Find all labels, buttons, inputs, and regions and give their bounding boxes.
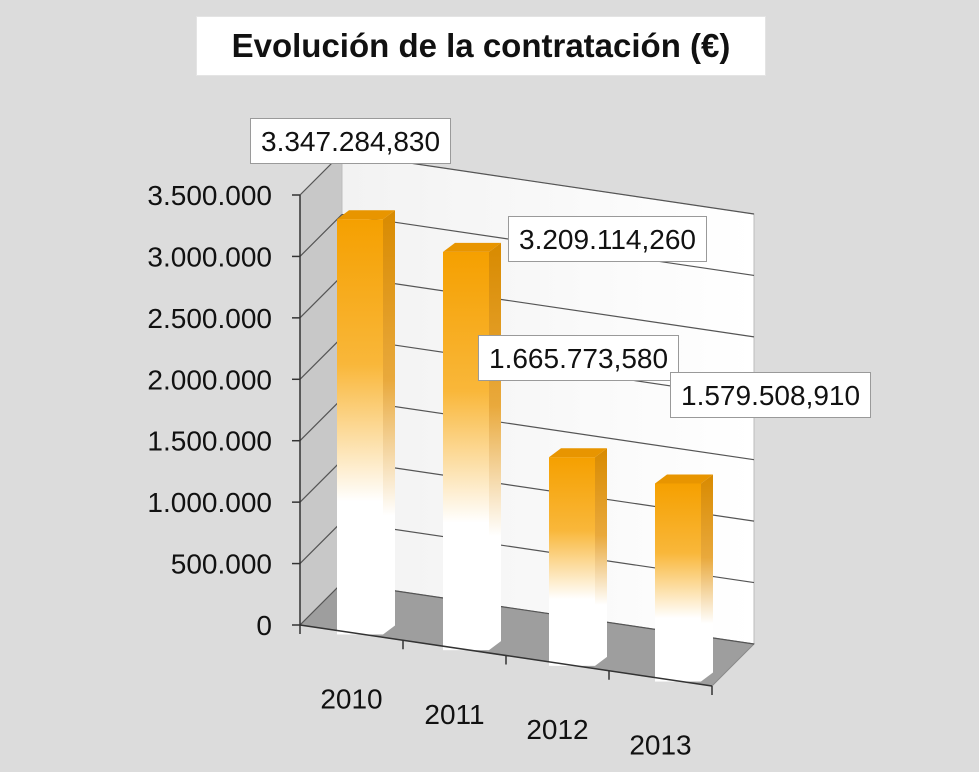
bar-2012	[549, 448, 607, 666]
y-tick-label: 1.500.000	[147, 426, 272, 457]
bar-2010	[337, 210, 395, 635]
bar-2011	[443, 242, 501, 651]
y-axis-ticks: 0 500.000 1.000.000 1.500.000 2.000.000 2.500…	[147, 180, 301, 641]
x-tick-label: 2012	[526, 714, 588, 745]
data-label-2013: 1.579.508,910	[670, 372, 872, 418]
x-tick-label: 2010	[320, 684, 382, 715]
bar-2013	[655, 474, 713, 682]
y-tick-label: 2.500.000	[147, 303, 272, 334]
x-axis-ticks: 2010 2011 2012 2013	[299, 624, 713, 760]
y-tick-label: 3.000.000	[147, 241, 272, 272]
chart-title: Evolución de la contratación (€)	[196, 16, 766, 76]
y-tick-label: 0	[256, 610, 272, 641]
y-tick-label: 1.000.000	[147, 487, 272, 518]
data-label-2012: 1.665.773,580	[478, 335, 680, 381]
y-tick-label: 500.000	[171, 549, 272, 580]
data-label-2011: 3.209.114,260	[508, 216, 707, 262]
data-label-2010: 3.347.284,830	[250, 118, 452, 164]
y-tick-label: 2.000.000	[147, 364, 272, 395]
x-tick-label: 2011	[424, 699, 484, 730]
y-tick-label: 3.500.000	[147, 180, 272, 211]
x-tick-label: 2013	[629, 729, 691, 760]
bars	[337, 210, 713, 682]
